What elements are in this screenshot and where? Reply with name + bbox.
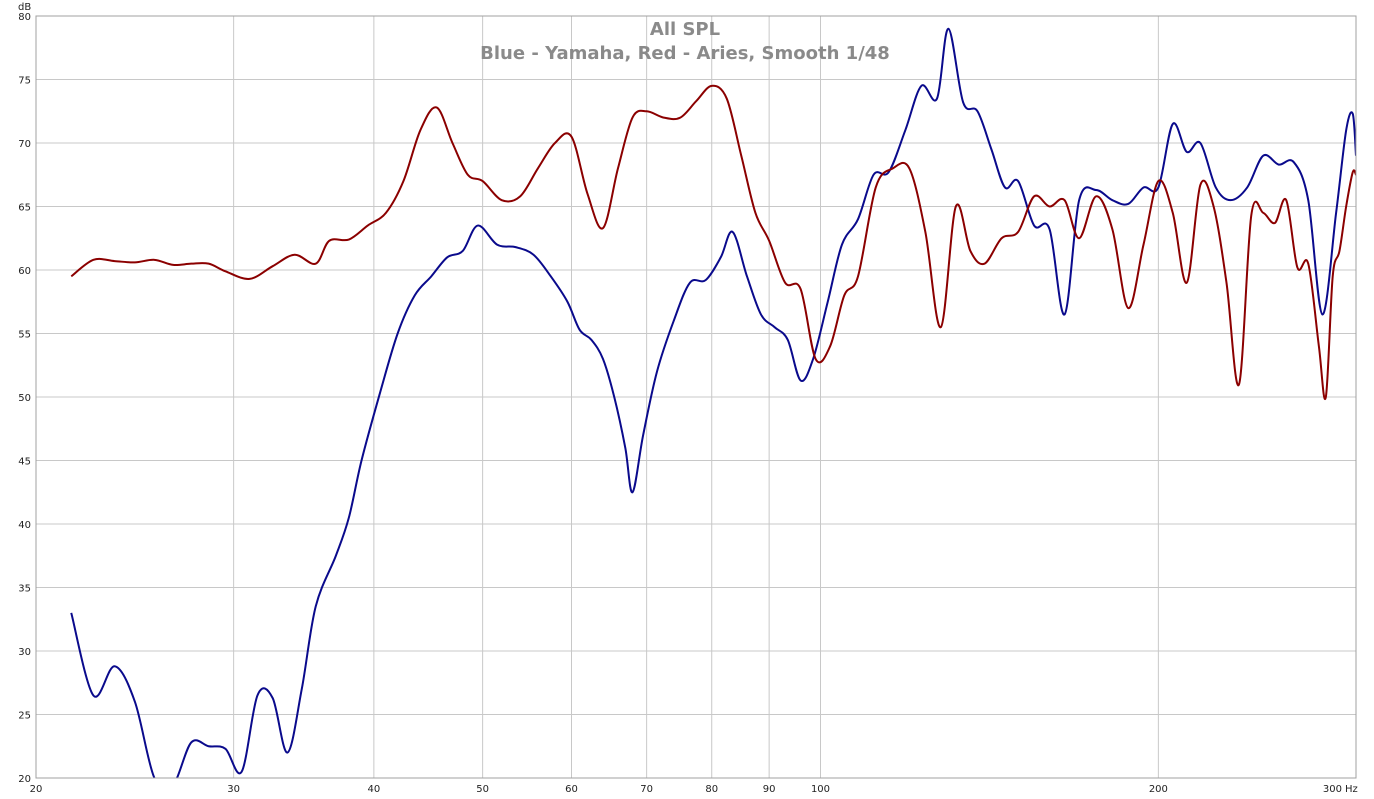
y-tick-label: 55 bbox=[18, 330, 31, 341]
y-tick-label: 70 bbox=[18, 139, 31, 150]
y-tick-label: 30 bbox=[18, 647, 31, 658]
series-line-1 bbox=[70, 27, 1356, 778]
series-line-2 bbox=[70, 84, 1356, 401]
x-tick-label: 50 bbox=[476, 784, 489, 795]
x-tick-label: 200 bbox=[1149, 784, 1168, 795]
grid-layer bbox=[35, 15, 1357, 779]
y-tick-label: 45 bbox=[18, 457, 31, 468]
y-tick-label: 60 bbox=[18, 266, 31, 277]
y-tick-label: 20 bbox=[18, 774, 31, 785]
x-tick-label: 80 bbox=[705, 784, 718, 795]
y-tick-label: 50 bbox=[18, 393, 31, 404]
y-tick-label: 35 bbox=[18, 584, 31, 595]
x-axis-unit: Hz bbox=[1345, 784, 1358, 795]
x-tick-label: 70 bbox=[640, 784, 653, 795]
chart-title: All SPL bbox=[650, 19, 720, 40]
plot-frame bbox=[35, 15, 1357, 779]
y-tick-label: 40 bbox=[18, 520, 31, 531]
x-tick-label: 30 bbox=[227, 784, 240, 795]
x-tick-label: 40 bbox=[367, 784, 380, 795]
x-tick-label: 60 bbox=[565, 784, 578, 795]
y-tick-label: 25 bbox=[18, 711, 31, 722]
axis-layer: 20 30 40 50 60 70 80 90 100 200 300 20 25 30 35 40 45 50 5… bbox=[18, 12, 1342, 795]
y-tick-label: 80 bbox=[18, 12, 31, 23]
x-tick-label: 300 bbox=[1323, 784, 1342, 795]
y-tick-label: 65 bbox=[18, 203, 31, 214]
x-tick-label: 100 bbox=[811, 784, 830, 795]
chart-subtitle: Blue - Yamaha, Red - Aries, Smooth 1/48 bbox=[480, 43, 890, 64]
x-tick-label: 90 bbox=[763, 784, 776, 795]
y-tick-label: 75 bbox=[18, 76, 31, 87]
series-layer bbox=[70, 27, 1356, 778]
x-tick-label: 20 bbox=[30, 784, 43, 795]
y-axis-label: dB bbox=[18, 2, 31, 13]
